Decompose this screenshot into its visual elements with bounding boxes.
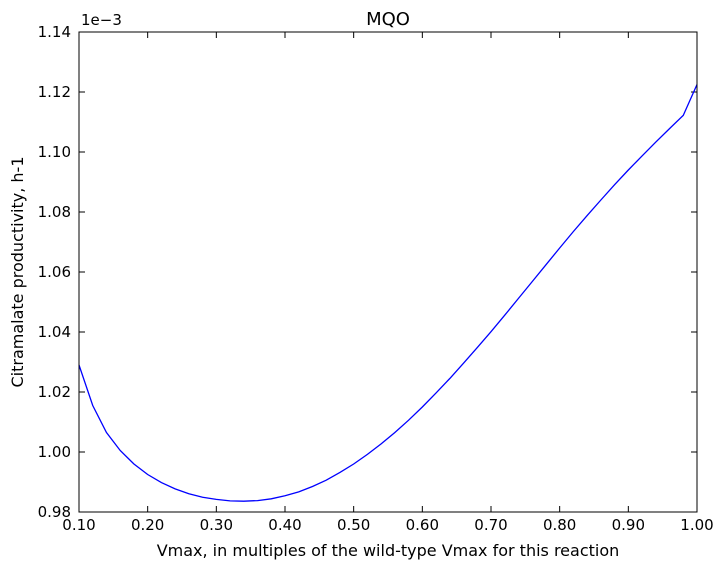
plot-frame — [78, 31, 698, 513]
axis-tick-labels: 0.10 0.20 0.30 0.40 0.50 0.60 0.70 0.80 0.90 1.00… — [38, 23, 714, 534]
x-tick-label: 0.10 — [62, 516, 95, 534]
x-tick-label: 0.20 — [131, 516, 164, 534]
x-tick-label: 0.30 — [200, 516, 233, 534]
y-tick-label: 1.14 — [38, 23, 71, 41]
x-tick-label: 0.40 — [268, 516, 301, 534]
y-tick-label: 1.08 — [38, 203, 71, 221]
x-tick-label: 0.60 — [406, 516, 439, 534]
x-tick-label: 1.00 — [680, 516, 713, 534]
chart-title: MQO — [366, 9, 410, 30]
y-axis-label: Citramalate productivity, h-1 — [8, 156, 27, 387]
x-axis-label: Vmax, in multiples of the wild-type Vmax… — [157, 541, 620, 560]
y-tick-label: 1.12 — [38, 83, 71, 101]
x-tick-label: 0.50 — [337, 516, 370, 534]
x-tick-label: 0.90 — [612, 516, 645, 534]
y-tick-label: 1.06 — [38, 263, 71, 281]
y-tick-label: 1.04 — [38, 323, 71, 341]
x-tick-label: 0.70 — [474, 516, 507, 534]
axis-ticks — [78, 31, 698, 513]
y-axis-offset-label: 1e−3 — [81, 11, 122, 29]
y-tick-label: 0.98 — [38, 503, 71, 521]
y-tick-label: 1.02 — [38, 383, 71, 401]
x-tick-label: 0.80 — [543, 516, 576, 534]
y-tick-label: 1.00 — [38, 443, 71, 461]
series-line — [78, 84, 698, 502]
y-tick-label: 1.10 — [38, 143, 71, 161]
